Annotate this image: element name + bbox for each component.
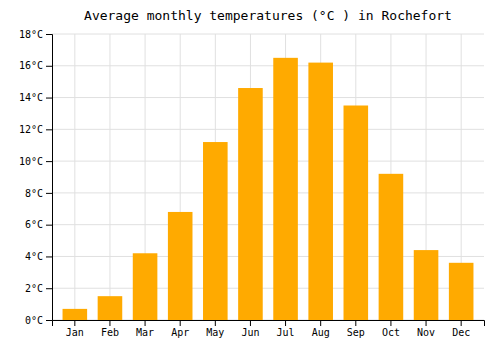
tick-label: 18°C <box>19 29 43 40</box>
bars <box>63 58 474 320</box>
tick: Aug <box>312 320 330 338</box>
tick-label: 6°C <box>25 219 43 230</box>
title: Average monthly temperatures (°C ) in Ro… <box>84 8 452 23</box>
tick-label: Mar <box>136 327 154 338</box>
tick: 8°C <box>25 188 52 199</box>
grid-line <box>52 65 484 66</box>
tick-mark <box>285 320 286 326</box>
grid-line <box>52 34 484 35</box>
tick-mark <box>46 256 52 257</box>
tick-label: 4°C <box>25 251 43 262</box>
tick-label: Sep <box>347 327 365 338</box>
tick-mark <box>215 320 216 326</box>
tick-label: Jun <box>241 327 259 338</box>
tick-mark <box>180 320 181 326</box>
tick: 0°C <box>25 315 52 326</box>
bar <box>98 296 123 320</box>
tick-label: 16°C <box>19 60 43 71</box>
x-axis: Jan Feb Mar Apr May Jun Jul Aug Sep Oct Nov Dec <box>53 320 485 338</box>
tick-mark <box>320 320 321 326</box>
tick-mark <box>46 225 52 226</box>
tick: Mar <box>136 320 154 338</box>
bar <box>379 174 404 320</box>
tick: Sep <box>347 320 365 338</box>
grid-line <box>109 34 110 320</box>
bar <box>238 88 263 320</box>
grid-line <box>52 161 484 162</box>
tick-mark <box>46 288 52 289</box>
y-axis: 0°C 2°C 4°C 6°C 8°C 10°C 12°C 14°C 16°C 18°C <box>19 29 53 326</box>
tick-mark <box>74 320 75 326</box>
tick: Jun <box>241 320 259 338</box>
tick: Nov <box>417 320 435 338</box>
grid-line <box>52 97 484 98</box>
tick-mark <box>390 320 391 326</box>
tick-mark <box>461 320 462 326</box>
tick-label: Aug <box>312 327 330 338</box>
bar <box>273 58 298 320</box>
tick-mark <box>46 34 52 35</box>
tick-label: Jan <box>66 327 84 338</box>
bar <box>344 106 369 321</box>
tick: Feb <box>101 320 119 338</box>
tick-label: Feb <box>101 327 119 338</box>
tick-mark <box>46 66 52 67</box>
tick: Jul <box>277 320 295 338</box>
tick: 4°C <box>25 251 52 262</box>
tick-mark <box>46 193 52 194</box>
plot: Jan Feb Mar Apr May Jun Jul Aug Sep Oct Nov Dec 0°C 2… <box>19 29 485 338</box>
grid-line <box>52 192 484 193</box>
tick-label: 0°C <box>25 315 43 326</box>
tick: May <box>206 320 224 338</box>
bar <box>63 309 88 320</box>
tick-mark <box>46 161 52 162</box>
tick-label: 2°C <box>25 283 43 294</box>
tick: Dec <box>452 320 470 338</box>
tick: 12°C <box>19 124 52 135</box>
grid-line <box>74 34 75 320</box>
tick: 10°C <box>19 156 52 167</box>
bar <box>449 263 474 320</box>
tick-mark <box>145 320 146 326</box>
grid <box>52 34 484 320</box>
tick-label: Nov <box>417 327 435 338</box>
tick: 6°C <box>25 219 52 230</box>
tick: 18°C <box>19 29 52 40</box>
chart: Jan Feb Mar Apr May Jun Jul Aug Sep Oct Nov Dec 0°C 2… <box>0 0 500 350</box>
tick-mark <box>109 320 110 326</box>
tick-mark <box>46 98 52 99</box>
tick-mark <box>46 320 52 321</box>
tick-label: 12°C <box>19 124 43 135</box>
tick: 2°C <box>25 283 52 294</box>
tick-label: May <box>206 327 224 338</box>
tick-label: Dec <box>452 327 470 338</box>
tick-mark <box>426 320 427 326</box>
tick-label: Apr <box>171 327 189 338</box>
tick-label: 10°C <box>19 156 43 167</box>
axis-line <box>53 321 485 327</box>
tick-mark <box>250 320 251 326</box>
axis-line <box>46 35 53 321</box>
tick-label: Oct <box>382 327 400 338</box>
tick-mark <box>355 320 356 326</box>
tick-label: Jul <box>277 327 295 338</box>
bar <box>203 142 228 320</box>
tick-label: 14°C <box>19 92 43 103</box>
tick-mark <box>46 129 52 130</box>
bar <box>308 63 333 320</box>
tick: 16°C <box>19 60 52 71</box>
bar <box>168 212 193 320</box>
grid-line <box>52 129 484 130</box>
tick-label: 8°C <box>25 188 43 199</box>
bar <box>414 250 439 320</box>
grid-line <box>52 224 484 225</box>
tick: 14°C <box>19 92 52 103</box>
tick: Apr <box>171 320 189 338</box>
tick: Jan <box>66 320 84 338</box>
bar <box>133 253 158 320</box>
tick: Oct <box>382 320 400 338</box>
